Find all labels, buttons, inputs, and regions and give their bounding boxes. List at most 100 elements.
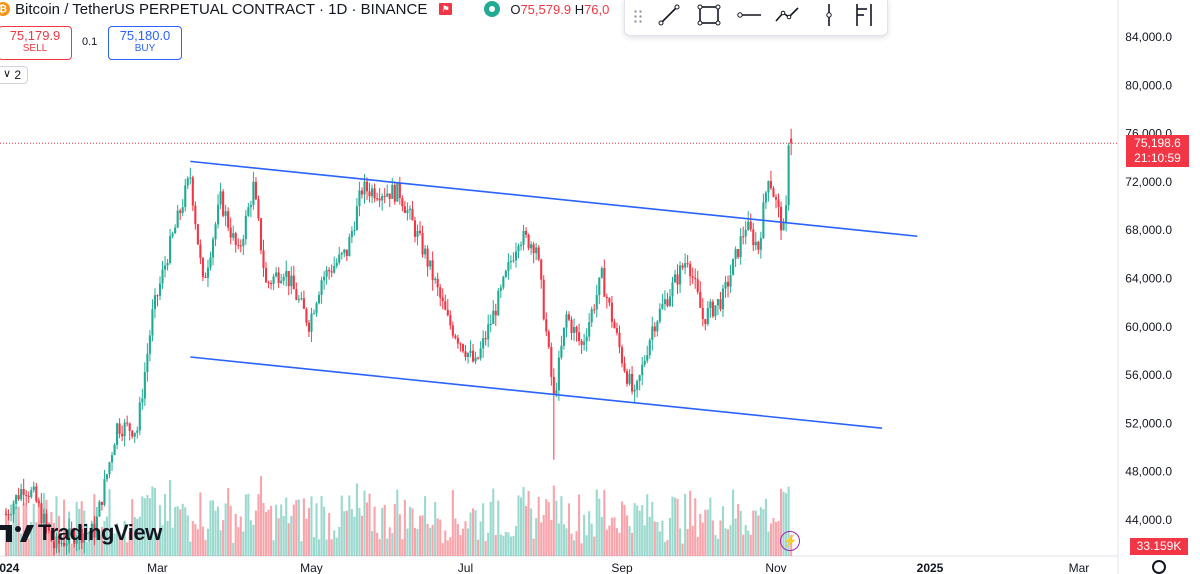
candle[interactable] xyxy=(199,239,202,265)
candle[interactable] xyxy=(439,284,442,307)
candle[interactable] xyxy=(181,199,184,217)
candle[interactable] xyxy=(477,356,480,360)
candle[interactable] xyxy=(469,340,472,358)
candle[interactable] xyxy=(163,255,167,278)
candle[interactable] xyxy=(643,355,646,368)
candle[interactable] xyxy=(302,290,305,309)
candle[interactable] xyxy=(30,487,33,499)
candle[interactable] xyxy=(742,226,745,245)
candle[interactable] xyxy=(254,177,257,201)
candle[interactable] xyxy=(608,297,611,307)
candle[interactable] xyxy=(408,205,411,220)
sell-button[interactable]: 75,179.9 SELL xyxy=(0,26,72,60)
candle[interactable] xyxy=(239,239,242,253)
candle[interactable] xyxy=(285,260,288,287)
candle[interactable] xyxy=(131,430,134,439)
candle[interactable] xyxy=(335,258,338,269)
candle[interactable] xyxy=(431,251,434,291)
candle[interactable] xyxy=(482,330,485,358)
candle[interactable] xyxy=(623,356,626,373)
candle[interactable] xyxy=(348,233,351,257)
candle[interactable] xyxy=(744,221,747,245)
candle[interactable] xyxy=(201,256,204,282)
candle[interactable] xyxy=(759,231,762,259)
candle[interactable] xyxy=(55,532,58,554)
candle[interactable] xyxy=(719,291,722,312)
candle[interactable] xyxy=(774,194,778,209)
candle[interactable] xyxy=(668,288,672,308)
candle[interactable] xyxy=(711,299,714,319)
candle[interactable] xyxy=(721,284,725,317)
drag-handle[interactable] xyxy=(633,9,643,25)
candle[interactable] xyxy=(706,301,709,327)
candle[interactable] xyxy=(603,259,606,298)
trendline-lower[interactable] xyxy=(190,356,883,430)
candle[interactable] xyxy=(709,299,712,318)
candle[interactable] xyxy=(456,334,459,349)
candle[interactable] xyxy=(628,369,631,386)
candle[interactable] xyxy=(540,258,543,289)
candle[interactable] xyxy=(242,234,245,256)
candle[interactable] xyxy=(779,201,783,241)
candle[interactable] xyxy=(156,294,159,307)
candle[interactable] xyxy=(782,218,785,231)
candle[interactable] xyxy=(355,197,358,231)
candle[interactable] xyxy=(90,520,93,533)
candle[interactable] xyxy=(191,175,194,211)
candle[interactable] xyxy=(411,201,414,221)
candle[interactable] xyxy=(143,362,146,406)
rectangle-icon[interactable] xyxy=(695,1,723,29)
candle[interactable] xyxy=(68,518,71,553)
candle[interactable] xyxy=(739,228,742,265)
candle[interactable] xyxy=(479,341,482,361)
path-icon[interactable] xyxy=(773,1,801,29)
candle[interactable] xyxy=(275,267,278,278)
candle[interactable] xyxy=(562,327,565,350)
candle[interactable] xyxy=(583,333,586,351)
candle[interactable] xyxy=(658,303,661,324)
candle[interactable] xyxy=(631,366,634,395)
candle[interactable] xyxy=(118,418,121,439)
candle[interactable] xyxy=(398,176,401,205)
candle[interactable] xyxy=(403,200,406,214)
candle[interactable] xyxy=(373,183,376,203)
candle[interactable] xyxy=(292,265,295,290)
candle[interactable] xyxy=(663,290,666,311)
candle[interactable] xyxy=(179,208,182,221)
candle[interactable] xyxy=(161,261,164,289)
candle[interactable] xyxy=(557,350,560,401)
flag-icon[interactable]: ⚑ xyxy=(439,3,453,15)
candle[interactable] xyxy=(267,280,270,289)
candle[interactable] xyxy=(126,415,129,427)
candle[interactable] xyxy=(158,276,162,301)
candle[interactable] xyxy=(264,262,268,283)
candle[interactable] xyxy=(121,425,124,442)
candle[interactable] xyxy=(287,270,290,296)
candle[interactable] xyxy=(209,251,212,271)
candle[interactable] xyxy=(340,251,343,260)
candle[interactable] xyxy=(471,343,475,363)
candle[interactable] xyxy=(484,330,487,346)
candle[interactable] xyxy=(507,253,510,280)
candle[interactable] xyxy=(272,274,275,291)
candle[interactable] xyxy=(95,506,98,541)
candle[interactable] xyxy=(108,461,111,479)
candle[interactable] xyxy=(714,305,717,321)
candle[interactable] xyxy=(317,291,321,305)
candle[interactable] xyxy=(350,226,353,244)
candle[interactable] xyxy=(401,195,404,212)
candle[interactable] xyxy=(20,483,23,502)
candle[interactable] xyxy=(234,231,237,253)
candle[interactable] xyxy=(441,288,444,310)
candle[interactable] xyxy=(620,344,624,368)
candle[interactable] xyxy=(406,202,409,221)
candle[interactable] xyxy=(325,265,328,285)
gear-icon[interactable] xyxy=(1152,560,1166,574)
candle[interactable] xyxy=(360,187,364,199)
candle[interactable] xyxy=(232,225,235,241)
candle[interactable] xyxy=(661,293,664,310)
candle[interactable] xyxy=(598,277,601,305)
candle[interactable] xyxy=(525,227,528,238)
candle[interactable] xyxy=(686,255,689,268)
